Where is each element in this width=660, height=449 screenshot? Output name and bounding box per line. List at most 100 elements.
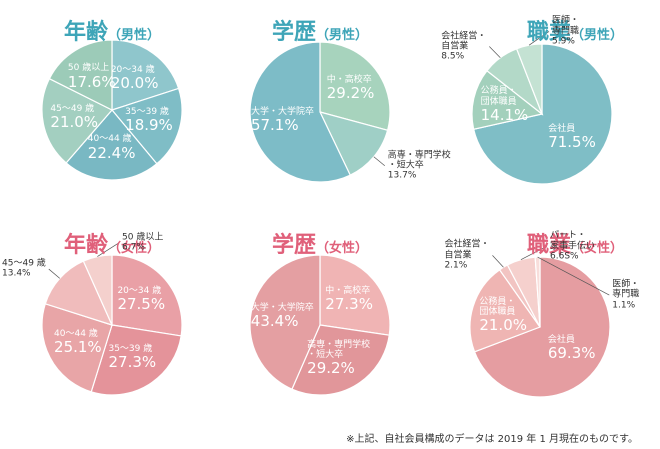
slice-label: 会社員 69.3% [548, 335, 596, 363]
slice-label: パート・ 家事手伝い 6.6S% [550, 231, 595, 262]
pie-slice [65, 109, 158, 181]
value-label: 14.1% [480, 106, 529, 125]
category-label: 40～44 歳 [54, 329, 98, 339]
value-label: 29.2% [326, 84, 375, 103]
slice-label: 中・高校卒 27.3% [325, 286, 373, 314]
title-sub: （女性） [316, 241, 369, 256]
slice-label: 公務員・ 団体職員 21.0% [479, 297, 527, 335]
pie-slice [319, 254, 391, 336]
title-sub: （男性） [316, 28, 369, 43]
slice-label: 大学・大学院卒 43.4% [251, 303, 314, 331]
title-sub: （男性） [571, 28, 624, 43]
leader-line [528, 31, 550, 46]
category-label: 会社経営・ 自営業 [444, 239, 490, 261]
value-label: 21.0% [479, 316, 527, 335]
category-label: 45～49 歳 [2, 258, 46, 269]
category-label: 50 歳以上 [67, 63, 110, 74]
title-main: 職業 [526, 233, 571, 258]
category-label: 医師・ 専門職 [612, 279, 640, 300]
pie-slice [249, 41, 352, 183]
slice-label: 50 歳以上 17.6% [68, 63, 116, 91]
pie-slice [473, 256, 611, 398]
slice-label: 45～49 歳 21.0% [50, 104, 98, 132]
pie-slice [249, 254, 321, 390]
slice-label: 50 歳以上 6.7% [122, 233, 163, 254]
pie-slice [469, 268, 541, 353]
category-label: 35～39 歳 [108, 343, 153, 354]
chart-title: 年齢（女性） [12, 227, 212, 259]
slice-label: 高専・専門学校 ・短大卒 13.7% [388, 150, 451, 181]
pie-slice [111, 39, 180, 111]
category-label: 公務員・ 団体職員 [480, 86, 517, 107]
value-label: 5.9% [552, 36, 575, 47]
value-label: 2.1% [444, 260, 468, 271]
category-label: 大学・大学院卒 [250, 303, 314, 314]
leader-line [520, 245, 548, 260]
category-label: 会社員 [547, 335, 575, 346]
slice-label: 35～39 歳 18.9% [125, 107, 173, 135]
category-label: 40～44 歳 [87, 134, 132, 145]
value-label: 27.3% [108, 353, 157, 372]
category-label: 会社経営・ 自営業 [441, 30, 487, 52]
value-label: 20.0% [110, 74, 159, 93]
value-label: 17.6% [67, 72, 116, 91]
value-label: 27.3% [325, 295, 373, 314]
value-label: 22.4% [87, 144, 136, 163]
slice-label: 中・高校卒 29.2% [327, 75, 375, 103]
category-label: 中・高校卒 [326, 74, 372, 85]
slice-label: 40～44 歳 22.4% [88, 135, 136, 163]
value-label: 13.7% [387, 170, 417, 181]
category-label: 公務員・ 団体職員 [479, 296, 516, 318]
value-label: 13.4% [2, 269, 31, 280]
chart-title: 学歴（女性） [220, 227, 420, 259]
title-main: 学歴 [271, 233, 316, 258]
category-label: 大学・大学院卒 [250, 106, 314, 117]
slice-label: 医師・ 専門職 5.9% [552, 16, 579, 47]
pie-slice [471, 69, 544, 130]
leader-line [97, 242, 120, 257]
slice-label: 高専・専門学校 ・短大卒 29.2% [307, 340, 370, 378]
slice-label: 会社経営・ 自営業 2.1% [444, 240, 489, 271]
category-label: 医師・ 専門職 [552, 15, 580, 37]
leader-line [537, 256, 610, 296]
category-label: 50 歳以上 [122, 232, 164, 243]
category-label: 20～34 歳 [117, 286, 162, 297]
chart-title: 年齢（男性） [12, 14, 212, 46]
slice-label: 会社経営・ 自営業 8.5% [441, 31, 486, 62]
leader-line [489, 46, 501, 59]
chart-title: 職業（男性） [475, 14, 660, 46]
chart-title: 学歴（男性） [220, 14, 420, 46]
leader-line [373, 156, 386, 167]
value-label: 29.2% [307, 359, 355, 378]
value-label: 71.5% [548, 133, 596, 152]
pie-slice [319, 41, 391, 131]
category-label: 20～34 歳 [110, 65, 155, 76]
footnote: ※上記、自社会員構成のデータは 2019 年 1 月現在のものです。 [346, 434, 638, 445]
value-label: 6.7% [122, 242, 145, 253]
value-label: 21.0% [50, 113, 99, 132]
slice-label: 45～49 歳 13.4% [2, 259, 46, 280]
pie-slice [41, 303, 113, 393]
value-label: 8.5% [441, 51, 465, 62]
category-label: 35～39 歳 [125, 106, 169, 117]
value-label: 69.3% [547, 344, 596, 363]
slice-label: 35～39 歳 27.3% [108, 344, 156, 372]
title-main: 職業 [526, 20, 571, 45]
category-label: 中・高校卒 [325, 286, 371, 297]
leader-line [48, 268, 61, 279]
chart-title: 職業（女性） [475, 227, 660, 259]
title-main: 年齢 [63, 20, 108, 45]
value-label: 57.1% [250, 116, 299, 135]
slice-label: 20～34 歳 20.0% [111, 65, 159, 93]
leader-line [492, 255, 504, 268]
pie-slice [41, 77, 113, 164]
value-label: 18.9% [125, 116, 173, 135]
title-sub: （女性） [571, 241, 624, 256]
pie-slice [48, 39, 113, 111]
value-label: 27.5% [117, 295, 166, 314]
pie-slice [291, 324, 390, 396]
pie-slice [111, 254, 183, 337]
value-label: 25.1% [54, 338, 102, 357]
